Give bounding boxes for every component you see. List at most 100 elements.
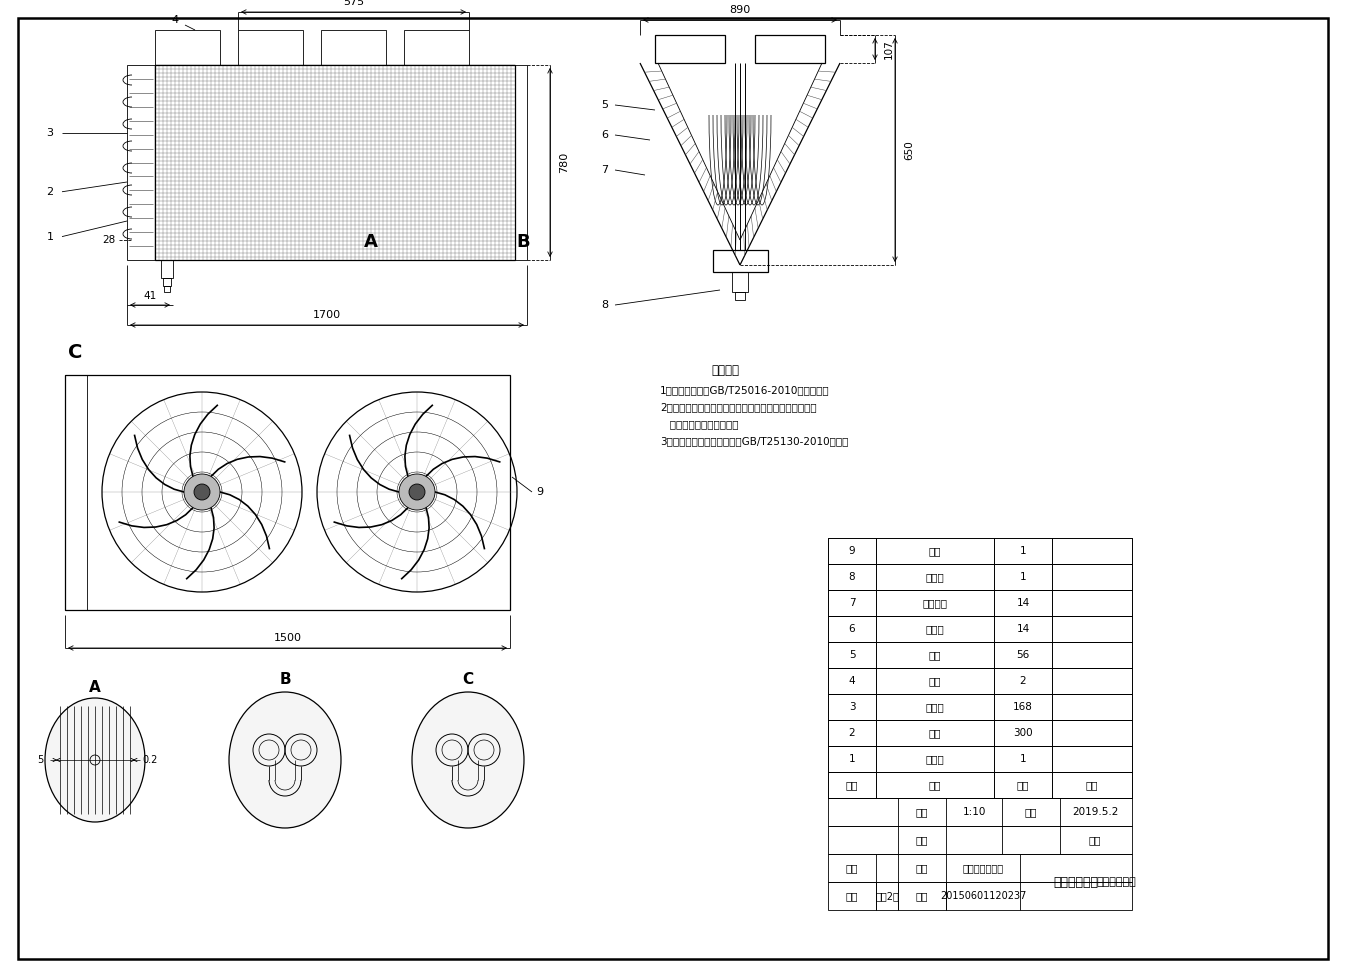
Bar xyxy=(828,642,1132,668)
Bar xyxy=(713,250,769,272)
Ellipse shape xyxy=(412,692,524,828)
Text: 4: 4 xyxy=(171,15,179,25)
Text: 翅片: 翅片 xyxy=(929,728,941,738)
Bar xyxy=(1053,616,1132,642)
Text: C: C xyxy=(463,672,474,688)
Bar xyxy=(876,564,993,590)
Bar xyxy=(876,668,993,694)
Text: A: A xyxy=(89,681,101,696)
Bar xyxy=(993,642,1053,668)
Bar xyxy=(1053,564,1132,590)
Bar xyxy=(993,538,1053,564)
Text: 技术要求: 技术要求 xyxy=(711,363,739,376)
Bar xyxy=(828,798,1132,826)
Ellipse shape xyxy=(229,692,341,828)
Text: 传热管: 传热管 xyxy=(926,702,945,712)
Text: 650: 650 xyxy=(905,140,914,160)
Text: 3、蒸发器的安全要求应符合GB/T25130-2010的规定: 3、蒸发器的安全要求应符合GB/T25130-2010的规定 xyxy=(660,436,848,446)
Text: 比例: 比例 xyxy=(915,807,929,817)
Text: 分液头: 分液头 xyxy=(926,754,945,764)
Text: 蒸发器装配图: 蒸发器装配图 xyxy=(1054,875,1098,888)
Bar xyxy=(876,746,993,772)
Bar xyxy=(1053,538,1132,564)
Text: 出气弯管: 出气弯管 xyxy=(922,598,948,608)
Bar xyxy=(828,694,876,720)
Text: 姓名: 姓名 xyxy=(845,863,859,873)
Bar xyxy=(828,854,1132,882)
Bar xyxy=(828,564,1132,590)
Text: 14: 14 xyxy=(1016,624,1030,634)
Text: 能动2班: 能动2班 xyxy=(875,891,899,901)
Bar xyxy=(828,746,876,772)
Text: 1500: 1500 xyxy=(273,633,302,643)
Text: 2: 2 xyxy=(1020,676,1026,686)
Text: 批阅: 批阅 xyxy=(915,835,929,845)
Text: 班级: 班级 xyxy=(845,891,859,901)
Bar xyxy=(65,375,510,610)
Text: 1: 1 xyxy=(1020,572,1026,582)
Bar xyxy=(993,564,1053,590)
Text: 7: 7 xyxy=(602,165,608,175)
Text: 5: 5 xyxy=(36,755,43,765)
Text: 2: 2 xyxy=(849,728,855,738)
Bar xyxy=(1053,746,1132,772)
Text: 风机: 风机 xyxy=(929,676,941,686)
Text: 575: 575 xyxy=(343,0,363,7)
Bar xyxy=(735,292,744,300)
Text: 数量: 数量 xyxy=(1016,780,1030,790)
Bar xyxy=(828,694,1132,720)
Text: 20150601120237: 20150601120237 xyxy=(940,891,1026,901)
Bar xyxy=(828,720,876,746)
Text: 备注: 备注 xyxy=(1086,780,1098,790)
Bar xyxy=(828,826,1132,854)
Bar xyxy=(876,772,993,798)
Text: 成绩: 成绩 xyxy=(1089,835,1101,845)
Bar xyxy=(404,30,468,65)
Bar xyxy=(1053,720,1132,746)
Text: 5: 5 xyxy=(849,650,855,660)
Bar xyxy=(1053,772,1132,798)
Text: 8: 8 xyxy=(849,572,855,582)
Text: 780: 780 xyxy=(559,151,569,173)
Text: 学号: 学号 xyxy=(915,891,929,901)
Text: 9: 9 xyxy=(849,546,855,556)
Bar xyxy=(828,668,876,694)
Bar xyxy=(993,694,1053,720)
Bar xyxy=(876,642,993,668)
Text: 1:10: 1:10 xyxy=(962,807,985,817)
Text: 300: 300 xyxy=(1014,728,1032,738)
Text: 2、蒸发器喷涂件表面不应有明显的气泡、流痕、漏涂、: 2、蒸发器喷涂件表面不应有明显的气泡、流痕、漏涂、 xyxy=(660,402,817,412)
Text: 1: 1 xyxy=(1020,546,1026,556)
Text: 2: 2 xyxy=(47,187,54,196)
Bar xyxy=(732,272,748,292)
Text: 56: 56 xyxy=(1016,650,1030,660)
Bar xyxy=(238,30,303,65)
Bar xyxy=(1053,642,1132,668)
Bar xyxy=(828,616,1132,642)
Text: B: B xyxy=(279,672,291,688)
Bar xyxy=(320,30,386,65)
Text: 1: 1 xyxy=(1020,754,1026,764)
Bar xyxy=(828,564,876,590)
Text: 蒸发器装配图: 蒸发器装配图 xyxy=(1096,877,1136,887)
Circle shape xyxy=(184,474,219,510)
Text: 14: 14 xyxy=(1016,598,1030,608)
Text: 9: 9 xyxy=(537,487,544,497)
Bar xyxy=(828,668,1132,694)
Bar xyxy=(164,286,170,292)
Bar xyxy=(993,668,1053,694)
Text: 1700: 1700 xyxy=(312,310,341,320)
Text: 8: 8 xyxy=(602,300,608,310)
Text: 出气管: 出气管 xyxy=(926,572,945,582)
Bar xyxy=(828,746,1132,772)
Circle shape xyxy=(194,484,210,500)
Bar xyxy=(1053,668,1132,694)
Bar xyxy=(993,616,1053,642)
Bar xyxy=(65,375,87,610)
Bar xyxy=(828,772,1132,798)
Bar xyxy=(828,616,876,642)
Bar xyxy=(828,720,1132,746)
Bar xyxy=(876,538,993,564)
Text: 0.2: 0.2 xyxy=(143,755,157,765)
Text: A: A xyxy=(363,233,378,251)
